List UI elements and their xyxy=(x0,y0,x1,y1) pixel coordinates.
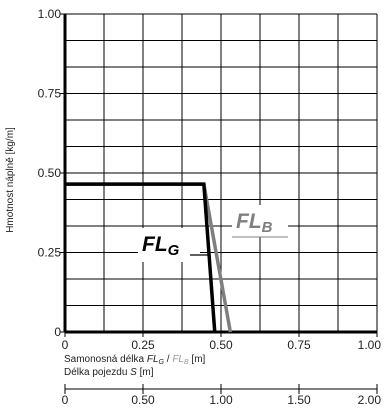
y-tick-label: 0 xyxy=(54,325,61,339)
y-tick-label: 0.25 xyxy=(38,246,62,260)
y-tick-label: 1.00 xyxy=(38,7,62,21)
series-lines xyxy=(65,182,233,333)
axes xyxy=(60,13,378,394)
x2-axis-label-var: S xyxy=(130,367,137,378)
x-axis-label-flg-sub: G xyxy=(159,359,165,366)
x-axis-label-flb: FL xyxy=(172,354,184,365)
y-tick-label: 0.50 xyxy=(38,166,62,180)
x2-tick-label: 0 xyxy=(62,393,69,407)
x2-tick-label: 2.00 xyxy=(358,393,382,407)
series-label-flg-main: FL xyxy=(142,233,168,256)
x-axis-label-unit: [m] xyxy=(189,354,206,365)
x2-tick-label: 1.00 xyxy=(209,393,233,407)
x-tick-label: 0.75 xyxy=(287,338,311,352)
x-tick-label: 0.50 xyxy=(209,338,233,352)
series-label-flb: FLB xyxy=(232,205,288,238)
x-tick-label: 0.25 xyxy=(131,338,155,352)
series-label-flb-sub: B xyxy=(262,219,273,236)
x2-axis-label-prefix: Délka pojezdu xyxy=(64,367,130,378)
x-axis-label-slash: / xyxy=(164,354,172,365)
x-tick-label: 1.00 xyxy=(358,338,382,352)
series-line-fl-g xyxy=(65,182,217,333)
tick-labels: 0 0.25 0.50 0.75 1.00 0 0.25 0.50 0.75 1.00 0 0.50 1… xyxy=(38,7,382,407)
x-axis-label-flg: FL xyxy=(147,354,159,365)
x-axis-label: Samonosná délka FLG / FLB [m] xyxy=(64,354,206,366)
series-label-flg: FLG xyxy=(138,228,210,262)
x2-tick-label: 1.50 xyxy=(287,393,311,407)
svg-text:FLB: FLB xyxy=(236,210,273,236)
y-tick-label: 0.75 xyxy=(38,87,62,101)
x2-axis-label-unit: [m] xyxy=(137,367,154,378)
series-label-flg-sub: G xyxy=(168,242,180,259)
svg-text:FLG: FLG xyxy=(142,233,180,259)
x-axis-label-prefix: Samonosná délka xyxy=(64,354,147,365)
x2-tick-label: 0.50 xyxy=(131,393,155,407)
y-axis-label: Hmotnost náplně [kg/m] xyxy=(5,127,16,233)
x2-axis-label: Délka pojezdu S [m] xyxy=(64,367,154,378)
x-tick-label: 0 xyxy=(62,338,69,352)
x-axis-label-flb-sub: B xyxy=(184,359,189,366)
series-label-flb-main: FL xyxy=(236,210,262,233)
